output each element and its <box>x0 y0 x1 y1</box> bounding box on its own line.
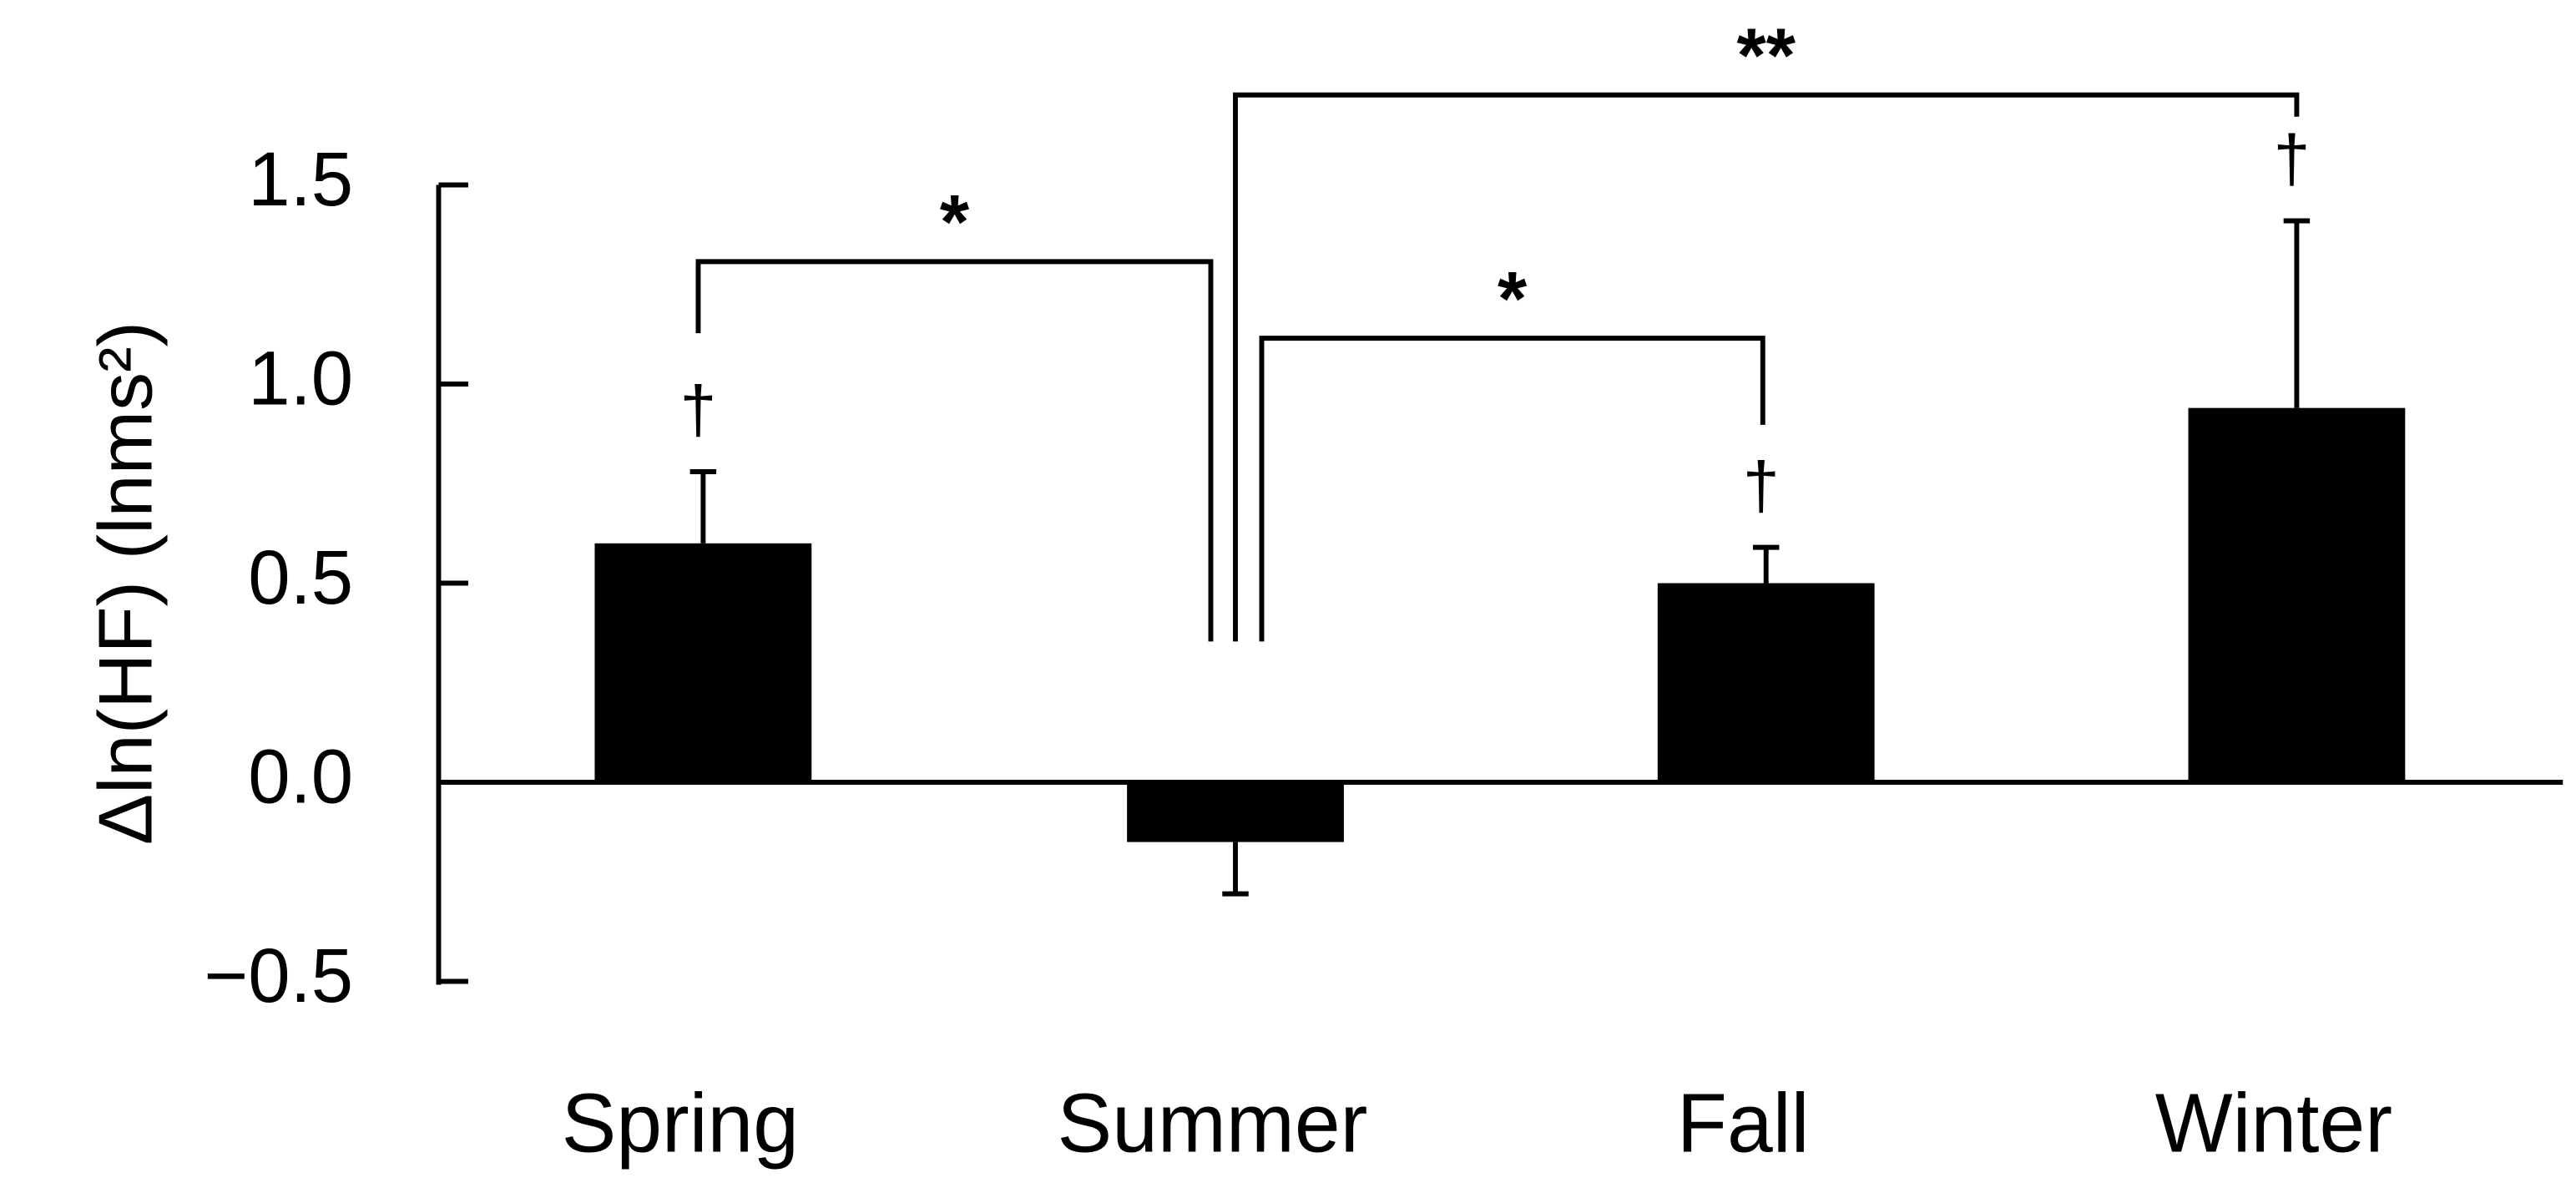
significance-label: * <box>1498 256 1528 342</box>
significance-label: ** <box>1736 13 1796 99</box>
x-tick-label: Summer <box>1058 1077 1368 1170</box>
dagger-marker: † <box>680 372 717 447</box>
y-axis-label: Δln(HF) (lnms²) <box>83 321 168 845</box>
bar <box>1657 583 1875 783</box>
bar <box>2188 407 2406 783</box>
dagger-marker: † <box>2274 121 2311 196</box>
error-bar <box>1222 842 1249 897</box>
x-tick-label: Fall <box>1677 1077 1810 1170</box>
y-tick-label: 0.5 <box>248 534 353 620</box>
bar <box>1127 782 1344 842</box>
error-bar <box>2283 218 2311 408</box>
significance-bracket <box>1233 92 2300 642</box>
y-tick-label: 1.0 <box>248 336 353 422</box>
y-tick-label: 1.5 <box>248 136 353 222</box>
y-tick-label: 0.0 <box>248 734 353 820</box>
y-tick-label: −0.5 <box>204 933 353 1019</box>
bar <box>594 543 812 783</box>
significance-bracket <box>1259 336 1765 642</box>
x-tick-label: Spring <box>562 1077 799 1170</box>
significance-bracket <box>695 259 1214 642</box>
x-tick-label: Winter <box>2155 1077 2392 1170</box>
significance-label: * <box>940 179 970 265</box>
error-bar <box>689 468 717 543</box>
error-bar <box>1752 544 1780 584</box>
dagger-marker: † <box>1743 447 1780 523</box>
